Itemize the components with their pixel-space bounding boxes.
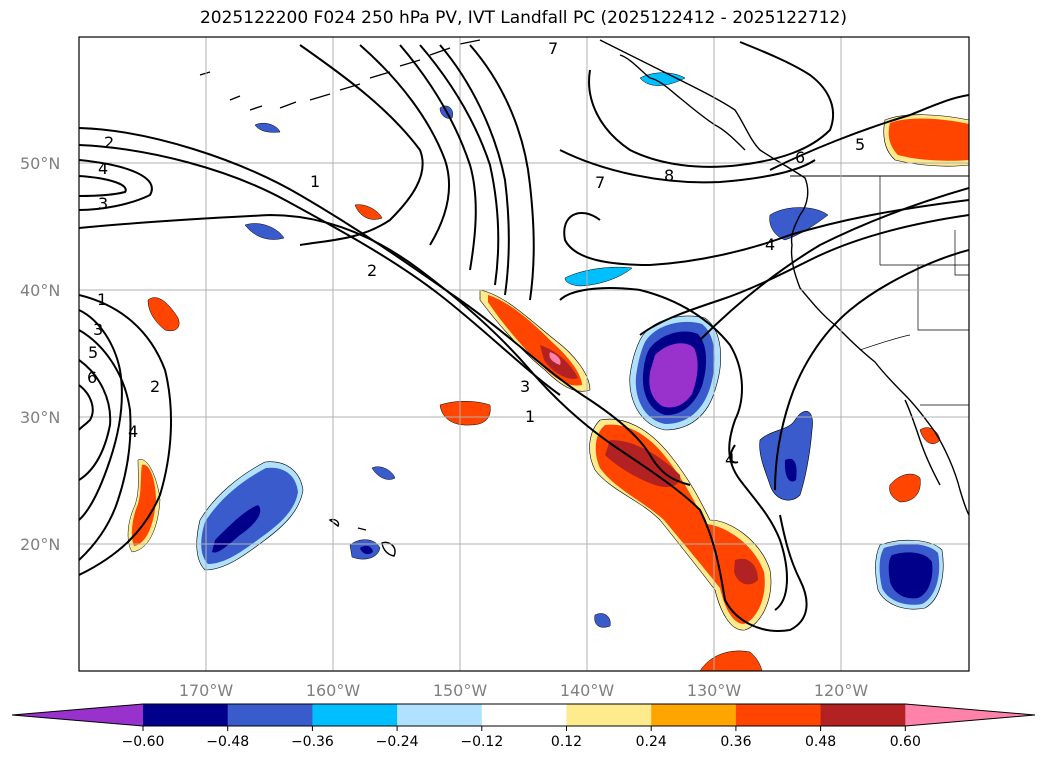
- contour-label: 4: [765, 235, 775, 254]
- colorbar: −0.60 −0.48 −0.36 −0.24 −0.12 0.12 0.24 0.36 0.4…: [11, 703, 1036, 750]
- latitude-labels: 50°N 40°N 30°N 20°N: [20, 154, 60, 554]
- contour-label: 1: [97, 290, 107, 309]
- graticule: [79, 37, 969, 671]
- lon-label: 130°W: [687, 681, 742, 700]
- contour-label: 2: [150, 377, 160, 396]
- colorbar-tick-label: 0.60: [890, 734, 921, 750]
- colorbar-segment: [735, 704, 822, 726]
- pv-shading: [127, 72, 969, 671]
- colorbar-tick-label: 0.24: [636, 734, 667, 750]
- contour-label: 1: [525, 407, 535, 426]
- colorbar-segment: [397, 704, 483, 726]
- contour-label: 4: [725, 450, 735, 469]
- lon-label: 170°W: [179, 681, 234, 700]
- colorbar-segment: [566, 704, 652, 726]
- lon-label: 160°W: [306, 681, 361, 700]
- contour-label: 1: [310, 172, 320, 191]
- colorbar-extend-high: [905, 704, 1035, 726]
- lon-label: 140°W: [560, 681, 615, 700]
- contour-label: 5: [855, 135, 865, 154]
- colorbar-tick-label: −0.48: [206, 734, 249, 750]
- contour-label: 3: [98, 194, 108, 213]
- lat-label: 30°N: [20, 408, 60, 427]
- colorbar-segment: [481, 704, 567, 726]
- longitude-labels: 170°W 160°W 150°W 140°W 130°W 120°W: [179, 681, 869, 700]
- colorbar-segment: [143, 704, 229, 726]
- contour-label: 2: [104, 133, 114, 152]
- contour-label: 3: [520, 377, 530, 396]
- lat-label: 40°N: [20, 281, 60, 300]
- colorbar-tick-label: −0.60: [122, 734, 165, 750]
- lon-label: 150°W: [433, 681, 488, 700]
- colorbar-extend-low: [12, 704, 143, 726]
- colorbar-segment: [820, 704, 906, 726]
- contour-label: 3: [93, 320, 103, 339]
- map-frame: [78, 36, 970, 672]
- ivt-contours: [79, 41, 969, 632]
- contour-label: 7: [595, 173, 605, 192]
- contour-label: 4: [98, 159, 108, 178]
- colorbar-tick-label: 0.48: [805, 734, 836, 750]
- lat-label: 20°N: [20, 535, 60, 554]
- colorbar-tick-label: −0.36: [291, 734, 334, 750]
- colorbar-segment: [312, 704, 398, 726]
- contour-label: 2: [367, 261, 377, 280]
- contour-label: 8: [664, 166, 674, 185]
- contour-label: 4: [128, 422, 138, 441]
- colorbar-segment: [651, 704, 737, 726]
- colorbar-tick-label: 0.36: [720, 734, 751, 750]
- contour-labels: 7 2 4 3 1 2 7 8 6 5 4 1 3 5 6 2 4 3 1 4: [87, 39, 865, 469]
- colorbar-tick-label: −0.24: [376, 734, 419, 750]
- colorbar-tick-label: 0.12: [551, 734, 582, 750]
- contour-label: 7: [548, 39, 558, 58]
- contour-label: 6: [87, 368, 97, 387]
- lon-label: 120°W: [814, 681, 869, 700]
- colorbar-tick-label: −0.12: [460, 734, 503, 750]
- map-area: [79, 37, 969, 671]
- lat-label: 50°N: [20, 154, 60, 173]
- contour-label: 6: [795, 148, 805, 167]
- contour-label: 5: [88, 343, 98, 362]
- colorbar-segment: [227, 704, 313, 726]
- map-title: 2025122200 F024 250 hPa PV, IVT Landfall…: [199, 8, 847, 28]
